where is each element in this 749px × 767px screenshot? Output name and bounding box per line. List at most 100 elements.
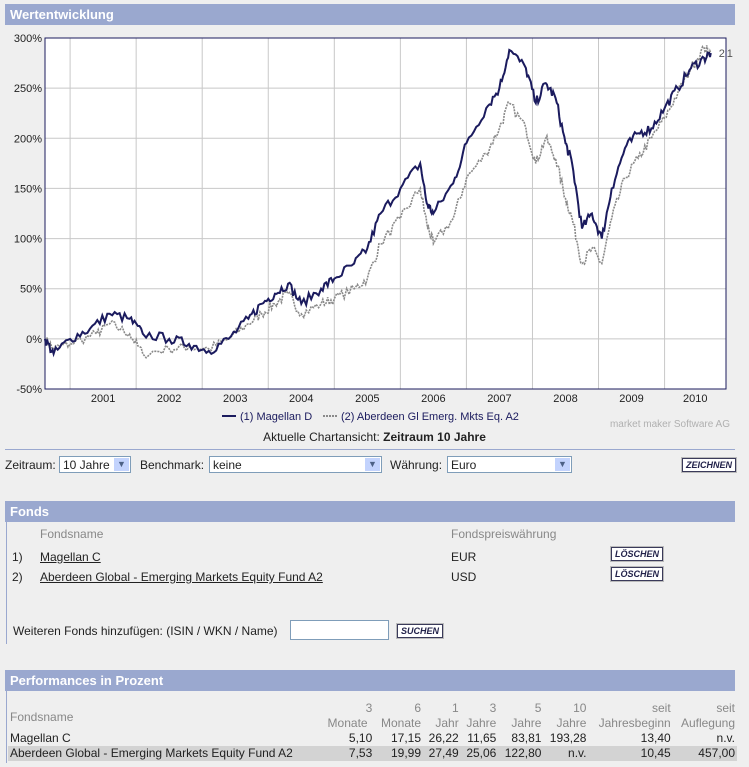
y-tick-label: 200% (14, 133, 42, 145)
cell: 17,15 (390, 731, 422, 745)
x-tick-label: 2008 (553, 393, 577, 405)
section-border (6, 691, 7, 763)
y-tick-label: 50% (20, 284, 42, 296)
delete-button[interactable]: LÖSCHEN (609, 546, 665, 562)
waehrung-value: Euro (451, 458, 477, 472)
zeitraum-select[interactable]: 10 Jahre ▼ (59, 456, 131, 473)
performance-table: Fondsname 3 6 1 3 5 10 seit seit Monate Monate Ja… (8, 701, 737, 761)
benchmark-select[interactable]: keine ▼ (209, 456, 382, 473)
header-cell: Monate (380, 716, 422, 730)
header-cell: Jahre (466, 716, 497, 730)
add-fund-input[interactable] (290, 620, 389, 640)
cell: 26,22 (428, 731, 459, 745)
fund-link[interactable]: Magellan C (40, 550, 101, 564)
header-cell: Jahresbeginn (598, 716, 671, 730)
delete-button[interactable]: LÖSCHEN (609, 566, 665, 582)
chart-view-value: Zeitraum 10 Jahre (383, 430, 486, 444)
header-cell: seit (652, 701, 671, 715)
performance-chart: 300% 250% 200% 150% 100% 50% 0% -50% 2001 2002 200… (14, 33, 733, 427)
y-tick-label: -50% (16, 384, 42, 396)
cell: n.v. (716, 731, 735, 745)
fund-link[interactable]: Aberdeen Global - Emerging Markets Equit… (40, 570, 323, 584)
header-cell: 5 (534, 701, 542, 715)
cell: 122,80 (498, 746, 544, 761)
cell: 27,49 (423, 746, 461, 761)
x-tick-label: 2004 (289, 393, 313, 405)
header-cell: Fondsname (10, 710, 74, 724)
fonds-section-header: Fonds (5, 501, 735, 522)
zeitraum-value: 10 Jahre (63, 458, 110, 472)
table-row: Aberdeen Global - Emerging Markets Equit… (8, 746, 737, 761)
col-fondsname: Fondsname (40, 527, 104, 541)
row-number: 2) (12, 570, 23, 584)
add-fund-label: Weiteren Fonds hinzufügen: (ISIN / WKN /… (13, 624, 278, 638)
header-cell: Jahre (556, 716, 587, 730)
divider (5, 449, 735, 450)
cell: 457,00 (672, 746, 737, 761)
cell: 25,06 (460, 746, 499, 761)
y-tick-label: 100% (14, 234, 42, 246)
header-row-bottom: Monate Monate Jahr Jahre Jahre Jahre Jahresbeg… (8, 716, 737, 731)
header-cell: 6 (414, 701, 422, 715)
table-row: Magellan C 5,10 17,15 26,22 11,65 83,81 193,28… (8, 731, 737, 746)
chart-credit: market maker Software AG (610, 419, 730, 427)
header-cell: Jahr (435, 716, 459, 730)
header-cell: 3 (365, 701, 373, 715)
waehrung-label: Währung: (390, 458, 443, 472)
search-button[interactable]: SUCHEN (395, 623, 445, 639)
chevron-down-icon: ▼ (365, 458, 380, 471)
cell: 7,53 (325, 746, 375, 761)
benchmark-value: keine (213, 458, 242, 472)
zeitraum-label: Zeitraum: (5, 458, 56, 472)
cell: 19,99 (374, 746, 424, 761)
row-number: 1) (12, 550, 23, 564)
header-cell: 1 (452, 701, 459, 715)
header-cell: Jahre (511, 716, 542, 730)
x-tick-label: 2001 (91, 393, 115, 405)
cell: 83,81 (511, 731, 542, 745)
series-line-2 (44, 45, 712, 359)
performance-section-header: Performances in Prozent (5, 670, 735, 691)
x-tick-label: 2010 (683, 393, 707, 405)
plot-border (44, 37, 727, 390)
fund-currency: EUR (451, 550, 477, 564)
chevron-down-icon: ▼ (114, 458, 129, 471)
col-currency: Fondspreiswährung (451, 527, 557, 541)
x-tick-label: 2006 (421, 393, 445, 405)
chart-view-label: Aktuelle Chartansicht: (263, 430, 380, 444)
legend-label-2: (2) Aberdeen Gl Emerg. Mkts Eq. A2 (341, 411, 519, 423)
header-cell: Auflegung (680, 716, 735, 730)
header-cell: 3 (489, 701, 497, 715)
header-cell: 10 (573, 701, 587, 715)
header-cell: seit (716, 701, 735, 715)
y-tick-label: 250% (14, 83, 42, 95)
series-line-1 (44, 48, 712, 358)
y-tick-label: 150% (14, 183, 42, 195)
section-border (6, 522, 7, 644)
cell: 5,10 (348, 731, 373, 745)
chart-view-caption: Aktuelle Chartansicht: Zeitraum 10 Jahre (0, 430, 749, 444)
cell: n.v. (543, 746, 589, 761)
cell: 10,45 (588, 746, 673, 761)
header-row-top: Fondsname 3 6 1 3 5 10 seit seit (8, 701, 737, 724)
x-tick-label: 2002 (157, 393, 181, 405)
y-tick-label: 300% (14, 33, 42, 45)
series-end-label: 1 (727, 48, 733, 60)
x-tick-label: 2009 (619, 393, 643, 405)
chevron-down-icon: ▼ (555, 458, 570, 471)
cell: Aberdeen Global - Emerging Markets Equit… (8, 746, 326, 761)
x-tick-label: 2005 (355, 393, 379, 405)
cell: 193,28 (549, 731, 587, 745)
x-tick-label: 2003 (223, 393, 247, 405)
waehrung-select[interactable]: Euro ▼ (447, 456, 572, 473)
x-tick-label: 2007 (487, 393, 511, 405)
cell: Magellan C (10, 731, 71, 745)
header-cell: Monate (327, 716, 368, 730)
cell: 13,40 (640, 731, 671, 745)
fund-currency: USD (451, 570, 477, 584)
benchmark-label: Benchmark: (140, 458, 205, 472)
y-tick-label: 0% (26, 334, 42, 346)
cell: 11,65 (467, 731, 497, 745)
draw-button[interactable]: ZEICHNEN (680, 457, 738, 473)
legend-label-1: (1) Magellan D (240, 411, 312, 423)
